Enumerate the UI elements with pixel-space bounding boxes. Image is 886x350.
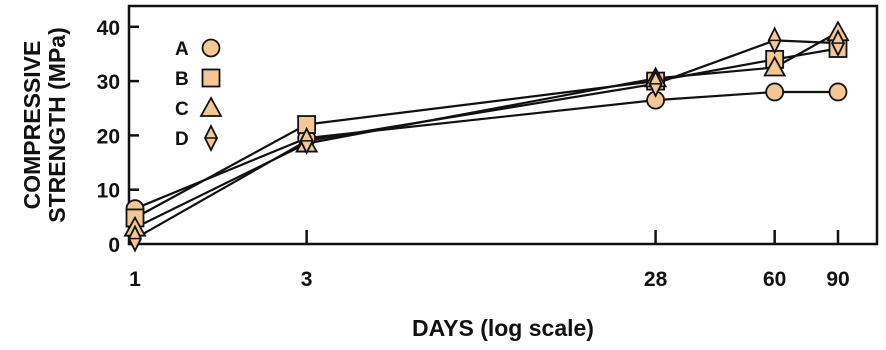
data-point-d [299,126,314,155]
legend-label-b: B [175,69,189,90]
legend-label-c: C [175,99,189,120]
data-point-d [767,26,782,55]
series-lines [134,31,839,240]
x-tick-label: 1 [129,268,141,291]
data-point-a [765,82,785,102]
data-point-d [648,69,663,98]
y-axis-title-line-1: COMPRESSIVE [19,41,45,210]
x-tick-label: 90 [826,268,849,291]
legend-label-d: D [175,129,189,150]
y-tick-label: 10 [97,180,120,203]
plot-area-border [127,4,879,246]
y-axis-title: COMPRESSIVE STRENGTH (MPa) [19,27,70,223]
y-tick-label: 0 [108,234,120,257]
legend-marker-a [201,38,221,58]
legend-marker-b [201,68,221,88]
series-markers [123,20,850,253]
series-line-d [134,39,839,240]
series-line-c [134,31,839,229]
axes: 0 10 20 30 40 1 3 28 60 90 [97,17,850,291]
data-point-c [763,55,787,77]
series-line-b [134,47,839,219]
legend-label-a: A [175,39,189,60]
legend-marker-c [199,96,223,117]
y-tick-label: 20 [97,125,120,148]
series-group [123,20,850,253]
x-tick-label: 3 [301,268,313,291]
plot-frame [127,4,879,246]
legend-marker-d [203,123,219,153]
y-axis-title-line-2: STRENGTH (MPa) [44,27,70,223]
y-tick-label: 30 [97,71,120,94]
x-tick-label: 60 [763,268,786,291]
x-axis-title: DAYS (log scale) [412,315,594,341]
data-point-d [127,224,143,253]
data-point-a [828,82,848,102]
data-point-d [830,29,846,58]
y-tick-label: 40 [97,17,120,40]
x-tick-label: 28 [644,268,668,291]
